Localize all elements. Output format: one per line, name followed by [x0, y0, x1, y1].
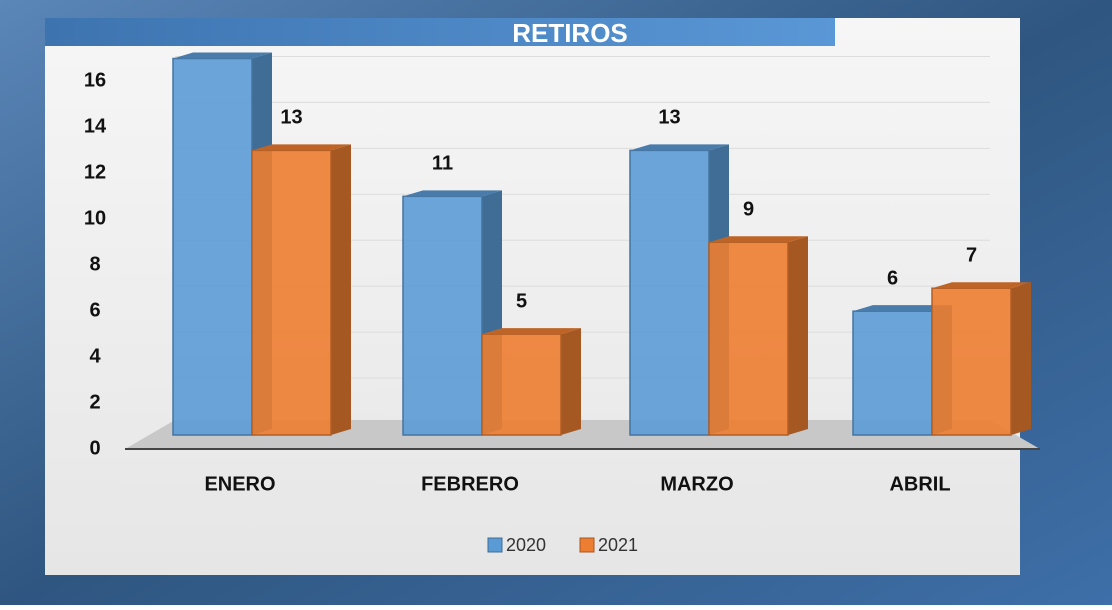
legend-swatch [487, 537, 503, 553]
data-label: 13 [280, 107, 302, 129]
floor [125, 420, 1040, 449]
y-tick-label: 10 [84, 208, 106, 230]
legend-swatch [579, 537, 595, 553]
bar-top [482, 328, 581, 335]
bar [708, 236, 808, 436]
bar-top [173, 52, 272, 59]
x-tick-label: ENERO [204, 473, 275, 495]
chart-title: RETIROS [512, 18, 628, 48]
y-tick-label: 16 [84, 70, 106, 92]
bar-front [481, 333, 562, 436]
bar-top [630, 144, 729, 151]
bar [251, 144, 351, 436]
bar-top [932, 282, 1031, 289]
y-tick-label: 6 [89, 299, 100, 321]
data-label: 5 [516, 290, 527, 312]
bar-front [172, 57, 253, 436]
bar [481, 328, 581, 436]
y-tick-label: 0 [89, 437, 100, 459]
data-label: 6 [887, 267, 898, 289]
x-tick-label: FEBRERO [421, 473, 519, 495]
data-label: 13 [658, 107, 680, 129]
bar-side [561, 328, 581, 435]
bar-front [708, 241, 789, 436]
bar-side [331, 144, 351, 435]
bar-side [1011, 282, 1031, 435]
bar-top [403, 190, 502, 197]
bar-top [252, 144, 351, 151]
bar-front [931, 287, 1012, 436]
bar-top [853, 305, 952, 312]
bar-front [251, 149, 332, 436]
x-tick-label: ABRIL [889, 473, 950, 495]
data-label: 9 [743, 199, 754, 221]
bar-front [629, 149, 710, 436]
y-tick-label: 14 [84, 116, 107, 138]
bar-top [709, 236, 808, 243]
legend-label: 2020 [506, 535, 546, 555]
legend-label: 2021 [598, 535, 638, 555]
y-tick-label: 8 [89, 254, 100, 276]
x-tick-label: MARZO [660, 473, 733, 495]
y-tick-label: 12 [84, 162, 106, 184]
y-tick-label: 2 [89, 391, 100, 413]
bar [931, 282, 1031, 436]
data-label: 7 [966, 244, 977, 266]
data-label: 11 [432, 153, 453, 175]
bar-front [852, 310, 933, 436]
bar-front [402, 195, 483, 436]
title-band [45, 18, 835, 46]
bar-side [788, 236, 808, 435]
bar [402, 190, 502, 436]
y-tick-label: 4 [89, 345, 101, 367]
